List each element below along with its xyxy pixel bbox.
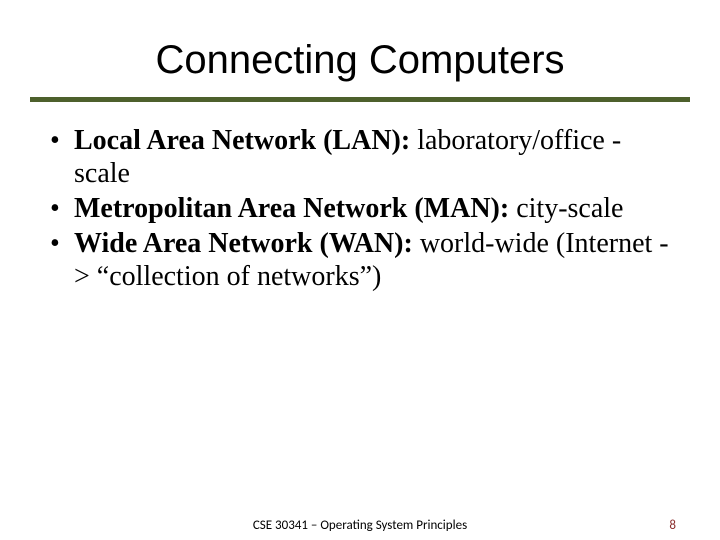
bullet-bold: Local Area Network (LAN): <box>74 125 410 156</box>
footer-page-number: 8 <box>669 518 676 533</box>
bullet-item: Wide Area Network (WAN): world-wide (Int… <box>48 227 672 293</box>
bullet-list: Local Area Network (LAN): laboratory/off… <box>48 124 672 293</box>
slide-title: Connecting Computers <box>48 38 672 83</box>
bullet-bold: Metropolitan Area Network (MAN): <box>74 193 509 224</box>
bullet-rest: city-scale <box>509 193 623 224</box>
footer-course: CSE 30341 – Operating System Principles <box>0 518 720 533</box>
bullet-bold: Wide Area Network (WAN): <box>74 228 413 259</box>
bullet-item: Metropolitan Area Network (MAN): city-sc… <box>48 192 672 225</box>
bullet-item: Local Area Network (LAN): laboratory/off… <box>48 124 672 190</box>
title-underline <box>30 97 690 102</box>
slide: Connecting Computers Local Area Network … <box>0 0 720 540</box>
